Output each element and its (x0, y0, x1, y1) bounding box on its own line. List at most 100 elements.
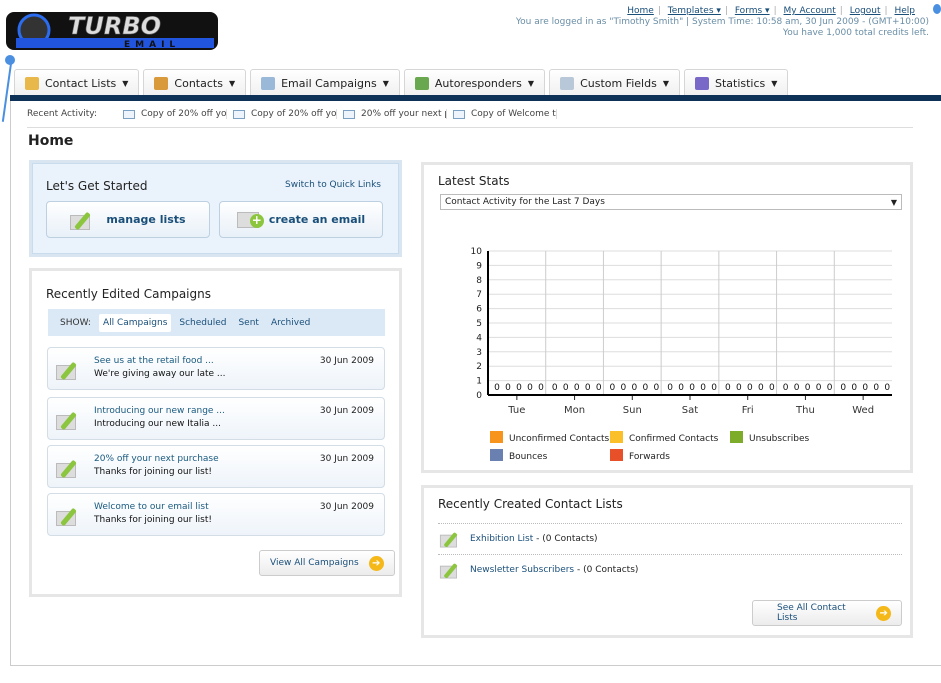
tab-statistics[interactable]: Statistics ▼ (683, 69, 789, 96)
legend-label: Forwards (629, 452, 670, 462)
data-label: 0 (783, 383, 789, 393)
help-link[interactable]: Help (894, 6, 915, 16)
tab-email-campaigns[interactable]: Email Campaigns ▼ (250, 69, 400, 96)
chevron-down-icon: ▼ (662, 78, 669, 88)
legend-label: Bounces (509, 452, 548, 462)
stats-period-select[interactable]: Contact Activity for the Last 7 Days ▼ (440, 194, 902, 210)
home-link[interactable]: Home (627, 6, 654, 16)
data-label: 0 (667, 383, 673, 393)
pin-marker (5, 55, 15, 65)
campaign-title[interactable]: Welcome to our email list (94, 502, 209, 512)
contact-list-item: Exhibition List - (0 Contacts) (438, 523, 902, 553)
campaign-item[interactable]: 20% off your next purchase Thanks for joi… (47, 445, 385, 488)
manage-lists-label: manage lists (106, 213, 186, 226)
forms-link[interactable]: Forms ▾ (734, 6, 770, 16)
data-label: 0 (840, 383, 846, 393)
see-all-label: See All Contact Lists (777, 603, 846, 623)
see-all-lists-button[interactable]: See All Contact Lists ➔ (752, 600, 902, 626)
campaign-subject: Thanks for joining our list! (94, 467, 213, 477)
recent-activity-item[interactable]: 20% off your next p (337, 109, 448, 119)
tab-contacts[interactable]: Contacts ▼ (143, 69, 247, 96)
legend-swatch (490, 431, 503, 443)
campaign-item[interactable]: See us at the retail food ... We're givin… (47, 347, 385, 390)
campaign-date: 30 Jun 2009 (319, 502, 374, 512)
recent-activity-label: Copy of 20% off yo (251, 109, 337, 119)
campaign-item[interactable]: Introducing our new range ... Introducing… (47, 397, 385, 440)
campaign-subject: Introducing our new Italia ... (94, 419, 221, 429)
logout-link[interactable]: Logout (849, 6, 881, 16)
recent-activity-label: Copy of Welcome to (471, 109, 558, 119)
main-nav: Contact Lists ▼ Contacts ▼ Email Campaigns ▼ A… (14, 69, 789, 96)
manage-lists-button[interactable]: manage lists (46, 201, 210, 238)
recent-activity-item[interactable]: Copy of 20% off yo (227, 109, 338, 119)
data-label: 0 (689, 383, 695, 393)
data-label: 0 (596, 383, 602, 393)
create-email-button[interactable]: + create an email (219, 201, 383, 238)
email-add-icon: + (236, 211, 264, 228)
campaign-item[interactable]: Welcome to our email list Thanks for join… (47, 493, 385, 536)
filter-all-campaigns[interactable]: All Campaigns (98, 313, 172, 332)
contact-list-link[interactable]: Newsletter Subscribers (470, 564, 575, 575)
data-label: 0 (516, 383, 522, 393)
y-tick-label: 5 (476, 319, 482, 329)
recent-campaigns-title: Recently Edited Campaigns (46, 287, 211, 301)
recent-lists-title: Recently Created Contact Lists (438, 497, 623, 511)
recent-activity-label: Recent Activity: (27, 109, 98, 119)
y-tick-label: 6 (476, 305, 482, 315)
data-label: 0 (769, 383, 775, 393)
recent-activity-item[interactable]: Copy of 20% off yo (117, 109, 228, 119)
data-label: 0 (678, 383, 684, 393)
campaign-icon (56, 359, 82, 381)
dropdown-arrow-icon: ▼ (890, 197, 897, 207)
data-label: 0 (711, 383, 717, 393)
envelope-icon (343, 109, 356, 119)
filter-archived[interactable]: Archived (270, 317, 311, 328)
legend-label: Unconfirmed Contacts (509, 434, 610, 444)
top-links: Home | Templates ▾ | Forms ▾ | My Account | … (515, 6, 929, 38)
y-tick-label: 0 (476, 391, 482, 401)
page-title: Home (28, 133, 74, 149)
nav-bar (10, 95, 941, 101)
envelope-icon (233, 109, 246, 119)
tab-custom-fields[interactable]: Custom Fields ▼ (549, 69, 680, 96)
campaign-title[interactable]: See us at the retail food ... (94, 356, 214, 366)
data-label: 0 (758, 383, 764, 393)
recent-activity-label: Copy of 20% off yo (141, 109, 227, 119)
credits-info: You have 1,000 total credits left. (782, 28, 929, 38)
tab-contact-lists[interactable]: Contact Lists ▼ (14, 69, 140, 96)
switch-quick-links[interactable]: Switch to Quick Links (285, 180, 381, 190)
tab-autoresponders[interactable]: Autoresponders ▼ (403, 69, 546, 96)
filter-scheduled[interactable]: Scheduled (179, 317, 227, 328)
recent-activity-label: 20% off your next p (361, 109, 448, 119)
legend-label: Confirmed Contacts (629, 434, 719, 444)
corner-marker (933, 4, 941, 14)
list-icon (439, 529, 462, 548)
data-label: 0 (585, 383, 591, 393)
recent-activity-item[interactable]: Copy of Welcome to (447, 109, 558, 119)
view-all-campaigns-button[interactable]: View All Campaigns ➔ (259, 550, 395, 576)
data-label: 0 (505, 383, 511, 393)
my-account-link[interactable]: My Account (783, 6, 836, 16)
show-label: SHOW: (60, 317, 91, 328)
tab-label: Contact Lists (45, 76, 117, 90)
filter-sent[interactable]: Sent (238, 317, 259, 328)
data-label: 0 (862, 383, 868, 393)
campaign-title[interactable]: 20% off your next purchase (94, 454, 219, 464)
contact-lists-icon (25, 76, 39, 90)
latest-stats-title: Latest Stats (438, 174, 510, 188)
contact-list-link[interactable]: Exhibition List (470, 533, 534, 544)
x-tick-label: Tue (507, 405, 525, 416)
data-label: 0 (654, 383, 660, 393)
turbo-email-logo: TURBO EMAIL (6, 12, 218, 50)
contact-count: - (0 Contacts) (574, 564, 639, 575)
arrow-right-icon: ➔ (876, 605, 891, 621)
recent-lists-panel: Recently Created Contact Lists Exhibitio… (421, 485, 913, 638)
svg-text:TURBO: TURBO (68, 12, 161, 40)
chevron-down-icon: ▼ (771, 78, 778, 88)
tab-label: Statistics (714, 76, 766, 90)
templates-link[interactable]: Templates ▾ (667, 6, 721, 16)
legend-swatch (490, 449, 503, 461)
recent-activity: Recent Activity: Copy of 20% off yo Copy … (27, 109, 558, 119)
campaign-title[interactable]: Introducing our new range ... (94, 406, 225, 416)
